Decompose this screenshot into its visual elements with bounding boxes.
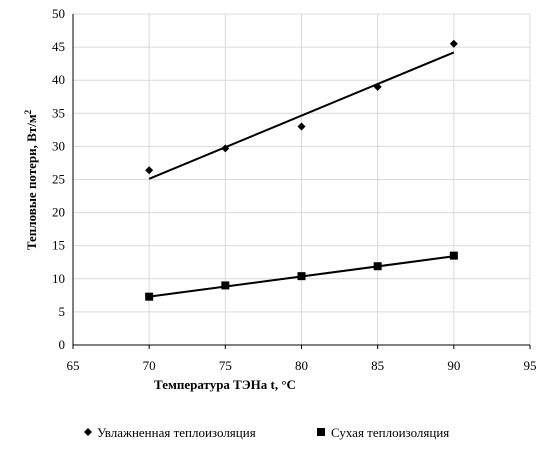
axes <box>72 14 531 349</box>
data-point-dry-insulation <box>373 262 382 271</box>
legend-marker-diamond <box>84 428 92 436</box>
y-tick-label: 30 <box>52 138 65 153</box>
y-tick-label: 25 <box>52 172 65 187</box>
data-point-dry-insulation <box>221 281 230 290</box>
legend-marker-square <box>317 428 325 436</box>
x-tick-label: 65 <box>67 358 80 373</box>
x-axis-title: Температура ТЭНа t, °С <box>154 377 296 392</box>
data-point-wet-insulation <box>145 166 154 175</box>
data-points <box>145 39 458 301</box>
y-tick-label: 45 <box>52 39 65 54</box>
y-tick-label: 35 <box>52 105 65 120</box>
y-tick-label: 15 <box>52 238 65 253</box>
y-tick-label: 0 <box>59 337 66 352</box>
y-axis-title: Тепловые потери, Вт/м2 <box>23 109 39 250</box>
data-point-wet-insulation <box>297 122 306 131</box>
x-tick-label: 70 <box>143 358 156 373</box>
data-point-dry-insulation <box>145 292 154 301</box>
data-point-wet-insulation <box>449 39 458 48</box>
x-tick-label: 90 <box>447 358 460 373</box>
data-point-dry-insulation <box>297 272 306 281</box>
y-tick-label: 40 <box>52 72 65 87</box>
x-tick-label: 80 <box>295 358 308 373</box>
legend-label-dry-insulation: Сухая теплоизоляция <box>331 425 449 440</box>
x-tick-label: 75 <box>219 358 232 373</box>
tick-labels: 0 5 10 15 20 25 30 35 40 45 50 65 70 75 80 85 90 95 <box>52 6 537 373</box>
data-point-wet-insulation <box>221 144 230 153</box>
y-axis-title-superscript: 2 <box>23 109 33 114</box>
gridlines <box>73 13 531 345</box>
legend: Увлажненная теплоизоляция Сухая теплоизо… <box>84 425 449 440</box>
data-point-dry-insulation <box>449 251 458 260</box>
y-tick-label: 20 <box>52 205 65 220</box>
x-tick-label: 85 <box>371 358 384 373</box>
trendline-series-0 <box>148 51 455 180</box>
y-tick-label: 5 <box>59 304 66 319</box>
y-tick-label: 50 <box>52 6 65 21</box>
x-tick-label: 95 <box>524 358 537 373</box>
y-axis-title-text: Тепловые потери, Вт/м <box>24 114 39 250</box>
data-point-wet-insulation <box>373 82 382 91</box>
legend-label-wet-insulation: Увлажненная теплоизоляция <box>97 425 256 440</box>
y-tick-label: 10 <box>52 271 65 286</box>
